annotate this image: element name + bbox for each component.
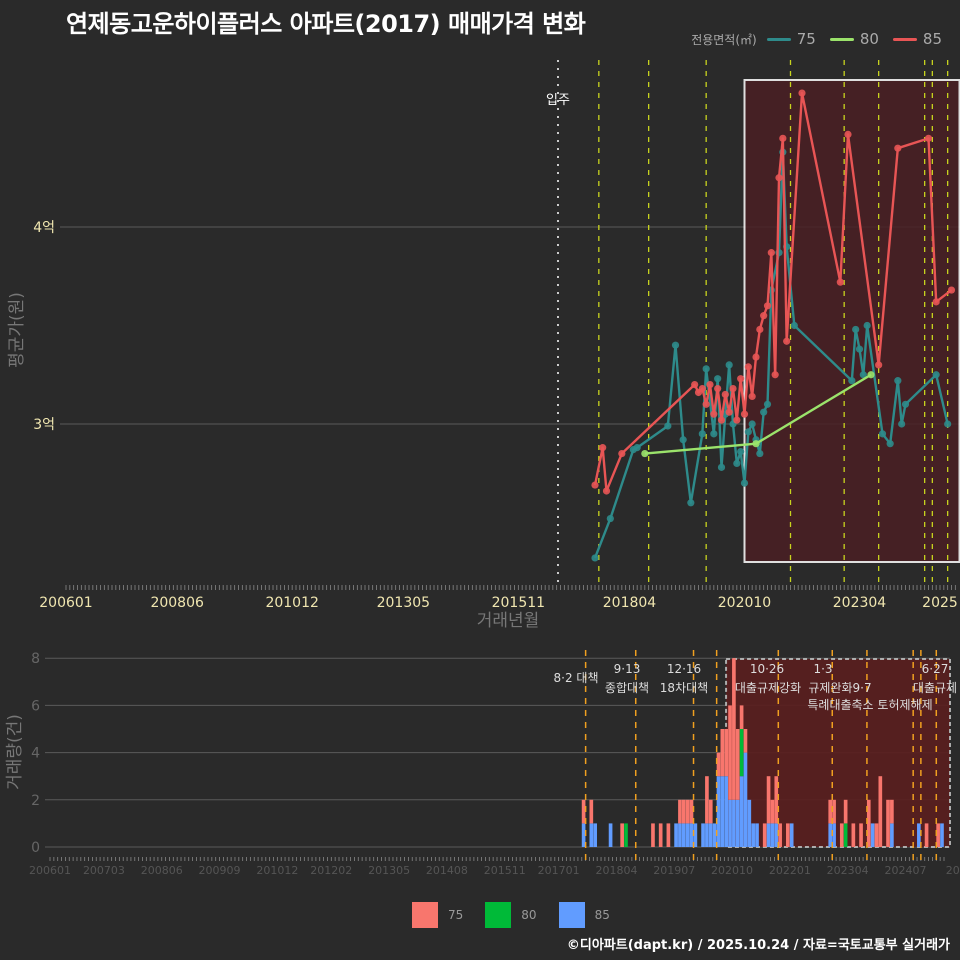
legend-swatch-85 [892,37,917,41]
svg-text:2025: 2025 [922,595,958,611]
svg-text:202407: 202407 [884,864,926,877]
svg-text:특례대출축소 토허제해제: 특례대출축소 토허제해제 [807,698,932,712]
svg-text:202304: 202304 [827,864,869,877]
svg-text:대출규제강화: 대출규제강화 [735,681,801,695]
svg-text:0: 0 [31,840,40,856]
top-legend: 전용면적(㎡) 75 80 85 [691,30,950,48]
svg-text:4억: 4억 [33,220,55,236]
svg-text:201408: 201408 [426,864,468,877]
svg-text:200703: 200703 [83,864,125,877]
svg-text:202201: 202201 [769,864,811,877]
svg-text:201305: 201305 [377,595,430,611]
legend-text-75: 75 [448,908,464,922]
svg-text:종합대책: 종합대책 [605,680,649,695]
svg-text:200601: 200601 [39,595,92,611]
svg-text:200806: 200806 [141,864,183,877]
legend-swatch-75 [766,37,791,41]
bottom-legend: 75 80 85 [412,902,622,928]
legend-text-85: 85 [594,908,610,922]
svg-text:200806: 200806 [150,595,204,611]
svg-text:6·27: 6·27 [922,662,949,676]
legend-swatch-80 [829,37,854,41]
svg-text:201511: 201511 [484,864,526,877]
svg-text:201012: 201012 [256,864,298,877]
legend-text-80: 80 [521,908,537,922]
svg-text:20251: 20251 [946,864,960,877]
source-footer: ©디아파트(dapt.kr) / 2025.10.24 / 자료=국토교통부 실… [566,938,950,953]
svg-text:202304: 202304 [833,595,887,611]
legend-label-80: 80 [859,30,879,48]
svg-text:거래량(건): 거래량(건) [5,714,25,790]
svg-text:12·16: 12·16 [667,662,701,676]
svg-text:6: 6 [31,698,40,714]
svg-text:201202: 201202 [310,864,352,877]
svg-text:8: 8 [31,651,40,667]
legend-label-85: 85 [922,30,942,48]
svg-text:3억: 3억 [33,417,55,433]
svg-text:201907: 201907 [653,864,695,877]
svg-text:규제완화9·7: 규제완화9·7 [808,681,871,695]
svg-text:1·3: 1·3 [813,662,832,676]
legend-title: 전용면적(㎡) [691,32,757,47]
svg-text:8·2 대책: 8·2 대책 [554,670,599,685]
svg-text:201012: 201012 [265,595,318,611]
svg-text:10·26: 10·26 [750,662,784,676]
svg-text:201305: 201305 [368,864,410,877]
svg-text:18차대책: 18차대책 [660,680,708,695]
svg-text:입주: 입주 [546,93,570,108]
svg-text:4: 4 [31,746,40,762]
chart-title: 연제동고운하이플러스 아파트(2017) 매매가격 변화 [66,10,586,38]
legend-box-85 [558,902,585,928]
svg-text:9·13: 9·13 [614,662,641,676]
svg-text:평균가(원): 평균가(원) [7,292,27,368]
svg-text:202010: 202010 [718,595,771,611]
svg-text:2: 2 [31,793,40,809]
svg-text:대출규제: 대출규제 [913,681,957,695]
svg-text:201511: 201511 [492,595,545,611]
svg-text:거래년월: 거래년월 [477,611,540,631]
svg-text:201804: 201804 [595,864,637,877]
svg-text:202010: 202010 [711,864,753,877]
svg-text:200601: 200601 [29,864,71,877]
svg-text:200909: 200909 [199,864,241,877]
svg-text:201701: 201701 [538,864,580,877]
legend-box-75 [412,902,438,928]
legend-box-80 [485,902,512,928]
svg-text:201804: 201804 [603,595,657,611]
legend-label-75: 75 [796,30,816,48]
